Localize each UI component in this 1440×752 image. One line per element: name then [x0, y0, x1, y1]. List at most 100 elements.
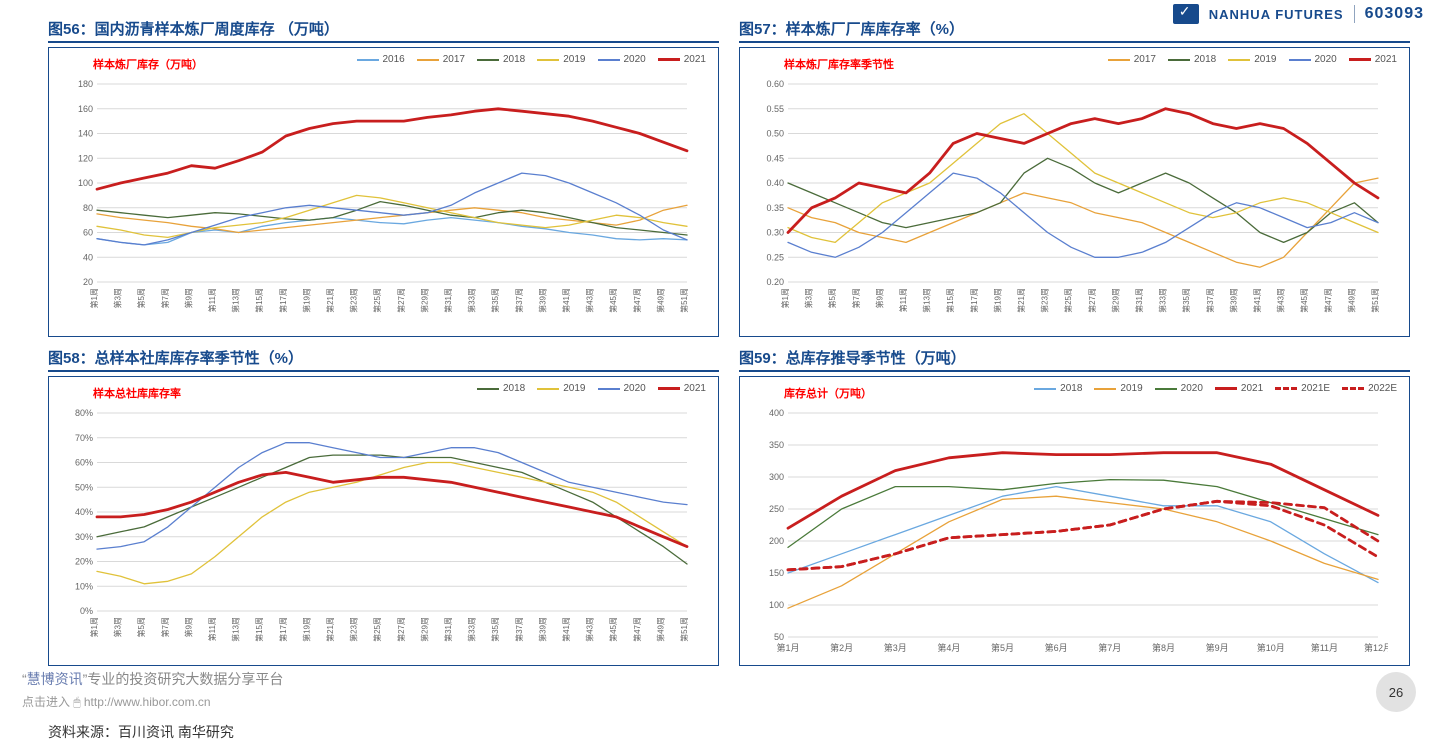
svg-text:80%: 80%: [75, 408, 93, 418]
legend-item-2017: 2017: [417, 54, 465, 65]
svg-text:第21周: 第21周: [1016, 288, 1026, 313]
svg-text:0.35: 0.35: [766, 203, 784, 213]
svg-text:第37周: 第37周: [1205, 288, 1215, 313]
watermark-suffix: ”专业的投资研究大数据分享平台: [83, 671, 284, 687]
svg-text:第8月: 第8月: [1152, 642, 1175, 653]
svg-text:第7周: 第7周: [160, 617, 170, 637]
legend-swatch: [1342, 387, 1364, 390]
legend-swatch: [357, 59, 379, 61]
chart58-legend: 2018201920202021: [477, 383, 706, 394]
svg-text:120: 120: [78, 153, 93, 163]
legend-swatch: [1168, 59, 1190, 61]
legend-item-2017: 2017: [1108, 54, 1156, 65]
charts-grid: 图56：国内沥青样本炼厂周度库存 （万吨） 样本炼厂库存（万吨） 2016201…: [48, 18, 1410, 666]
svg-text:10%: 10%: [75, 581, 93, 591]
svg-text:150: 150: [769, 568, 784, 578]
svg-text:第51周: 第51周: [1370, 288, 1380, 313]
svg-text:160: 160: [78, 104, 93, 114]
legend-label: 2021: [1375, 54, 1397, 65]
svg-text:0.60: 0.60: [766, 79, 784, 89]
svg-text:50%: 50%: [75, 482, 93, 492]
svg-text:第43周: 第43周: [1276, 288, 1286, 313]
chart59-svg: 50100150200250300350400第1月第2月第3月第4月第5月第6…: [748, 383, 1388, 661]
svg-text:50: 50: [774, 632, 784, 642]
svg-text:第29周: 第29周: [1110, 288, 1120, 313]
svg-text:第39周: 第39周: [537, 617, 547, 642]
svg-text:第17周: 第17周: [278, 617, 288, 642]
svg-text:第5周: 第5周: [136, 617, 146, 637]
svg-text:第21周: 第21周: [325, 288, 335, 313]
svg-text:第37周: 第37周: [514, 288, 524, 313]
svg-text:第3月: 第3月: [884, 642, 907, 653]
svg-text:第15周: 第15周: [254, 288, 264, 313]
watermark-name: 慧博资讯: [27, 671, 83, 687]
svg-text:第27周: 第27周: [396, 617, 406, 642]
svg-text:0%: 0%: [80, 606, 93, 616]
svg-text:第51周: 第51周: [679, 288, 689, 313]
svg-text:第4月: 第4月: [937, 642, 960, 653]
legend-item-2018: 2018: [1168, 54, 1216, 65]
svg-text:40: 40: [83, 252, 93, 262]
svg-text:第41周: 第41周: [1252, 288, 1262, 313]
svg-text:0.50: 0.50: [766, 129, 784, 139]
svg-text:第12月: 第12月: [1364, 642, 1388, 653]
legend-swatch: [658, 387, 680, 390]
sources-label: 资料来源：百川资讯 南华研究: [48, 722, 234, 742]
legend-item-2016: 2016: [357, 54, 405, 65]
svg-text:40%: 40%: [75, 507, 93, 517]
svg-text:第7周: 第7周: [160, 288, 170, 308]
svg-text:第35周: 第35周: [1181, 288, 1191, 313]
legend-item-2020: 2020: [1289, 54, 1337, 65]
svg-text:第45周: 第45周: [1299, 288, 1309, 313]
legend-swatch: [1349, 58, 1371, 61]
svg-text:第3周: 第3周: [113, 288, 123, 308]
svg-text:第49周: 第49周: [1346, 288, 1356, 313]
svg-text:300: 300: [769, 472, 784, 482]
svg-text:第37周: 第37周: [514, 617, 524, 642]
svg-text:第1周: 第1周: [780, 288, 790, 308]
svg-text:第39周: 第39周: [1228, 288, 1238, 313]
svg-text:0.30: 0.30: [766, 228, 784, 238]
legend-swatch: [658, 58, 680, 61]
svg-text:第39周: 第39周: [537, 288, 547, 313]
svg-text:第47周: 第47周: [632, 288, 642, 313]
chart57-legend: 20172018201920202021: [1108, 54, 1397, 65]
svg-text:0.45: 0.45: [766, 153, 784, 163]
chart58-inner-title: 样本总社库库存率: [93, 385, 181, 401]
svg-text:第9月: 第9月: [1206, 642, 1229, 653]
legend-label: 2016: [383, 54, 405, 65]
svg-text:第25周: 第25周: [372, 617, 382, 642]
legend-swatch: [1275, 387, 1297, 390]
svg-text:30%: 30%: [75, 532, 93, 542]
svg-text:第2月: 第2月: [830, 642, 853, 653]
legend-label: 2020: [624, 383, 646, 394]
legend-label: 2018: [503, 54, 525, 65]
svg-text:第27周: 第27周: [1087, 288, 1097, 313]
svg-text:第5周: 第5周: [827, 288, 837, 308]
legend-swatch: [537, 59, 559, 61]
legend-label: 2017: [443, 54, 465, 65]
legend-item-2020: 2020: [598, 383, 646, 394]
svg-text:第6月: 第6月: [1045, 642, 1068, 653]
svg-text:第9周: 第9周: [183, 288, 193, 308]
svg-text:第7周: 第7周: [851, 288, 861, 308]
svg-text:第11周: 第11周: [898, 288, 908, 312]
svg-text:第5月: 第5月: [991, 642, 1014, 653]
svg-text:0.55: 0.55: [766, 104, 784, 114]
chart59-block: 图59：总库存推导季节性（万吨） 库存总计（万吨） 20182019202020…: [739, 347, 1410, 666]
svg-text:第17周: 第17周: [278, 288, 288, 313]
legend-label: 2020: [624, 54, 646, 65]
legend-swatch: [477, 388, 499, 390]
svg-text:80: 80: [83, 203, 93, 213]
svg-text:第19周: 第19周: [301, 617, 311, 642]
svg-text:第33周: 第33周: [1158, 288, 1168, 313]
legend-label: 2022E: [1368, 383, 1397, 394]
legend-swatch: [598, 388, 620, 390]
legend-item-2019: 2019: [537, 383, 585, 394]
legend-label: 2020: [1315, 54, 1337, 65]
legend-label: 2018: [503, 383, 525, 394]
svg-text:第7月: 第7月: [1098, 642, 1121, 653]
legend-item-2018: 2018: [1034, 383, 1082, 394]
chart58-block: 图58：总样本社库库存率季节性（%） 样本总社库库存率 201820192020…: [48, 347, 719, 666]
legend-label: 2018: [1194, 54, 1216, 65]
